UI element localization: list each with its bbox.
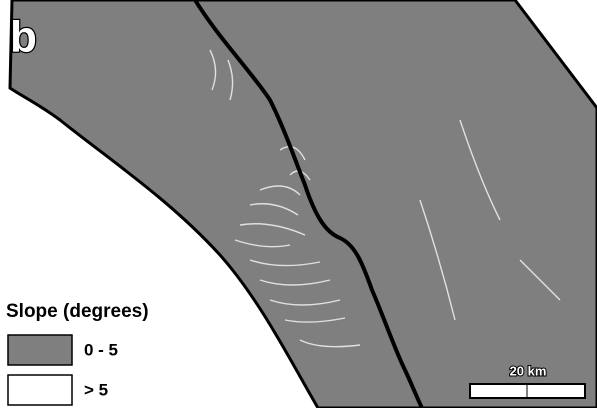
legend-title: Slope (degrees) (6, 301, 149, 322)
legend-label: > 5 (84, 380, 108, 399)
legend-swatch (8, 375, 72, 405)
map: b Slope (degrees) 0 - 5 > 5 20 km (0, 0, 597, 408)
legend-label: 0 - 5 (84, 340, 118, 359)
panel-label: b (10, 13, 37, 62)
scale-bar-label: 20 km (510, 363, 547, 378)
legend-swatch (8, 335, 72, 365)
